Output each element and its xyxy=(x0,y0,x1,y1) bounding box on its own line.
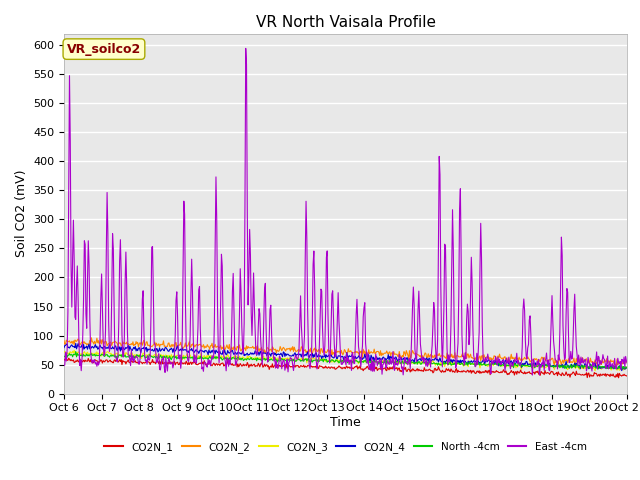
X-axis label: Time: Time xyxy=(330,416,361,429)
Title: VR North Vaisala Profile: VR North Vaisala Profile xyxy=(255,15,436,30)
Text: VR_soilco2: VR_soilco2 xyxy=(67,43,141,56)
Y-axis label: Soil CO2 (mV): Soil CO2 (mV) xyxy=(15,170,28,257)
Legend: CO2N_1, CO2N_2, CO2N_3, CO2N_4, North -4cm, East -4cm: CO2N_1, CO2N_2, CO2N_3, CO2N_4, North -4… xyxy=(100,438,591,457)
